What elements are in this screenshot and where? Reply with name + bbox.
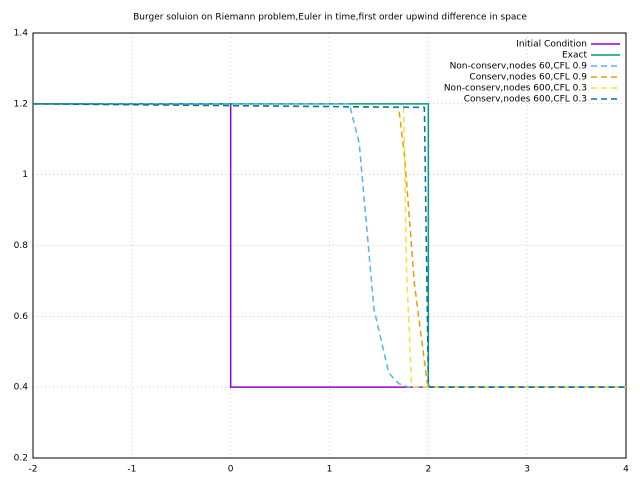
x-tick-label: 1	[327, 465, 333, 475]
x-tick-label: 2	[425, 465, 431, 475]
x-tick-label: 3	[524, 465, 530, 475]
legend-label: Conserv,nodes 60,CFL 0.9	[469, 73, 587, 83]
legend-label: Initial Condition	[516, 40, 587, 50]
y-tick-label: 0.4	[14, 383, 29, 393]
legend-label: Non-conserv,nodes 600,CFL 0.3	[444, 84, 587, 94]
plot-frame	[32, 32, 627, 459]
x-tick-label: -2	[29, 465, 38, 475]
legend-label: Exact	[562, 51, 587, 61]
chart-title: Burger soluion on Riemann problem,Euler …	[133, 13, 527, 23]
series-line	[33, 103, 626, 388]
y-tick-label: 0.8	[14, 241, 29, 251]
legend-label: Conserv,nodes 600,CFL 0.3	[464, 95, 587, 105]
y-tick-label: 1	[22, 170, 28, 180]
y-tick-label: 0.2	[14, 454, 28, 464]
x-tick-label: 4	[623, 465, 629, 475]
legend-label: Non-conserv,nodes 60,CFL 0.9	[450, 62, 588, 72]
y-tick-label: 0.6	[14, 312, 29, 322]
y-tick-label: 1.2	[14, 99, 28, 109]
series-line	[32, 103, 626, 388]
x-tick-label: 0	[228, 465, 234, 475]
x-tick-label: -1	[127, 465, 136, 475]
series-line	[32, 103, 626, 388]
y-tick-label: 1.4	[14, 29, 29, 39]
